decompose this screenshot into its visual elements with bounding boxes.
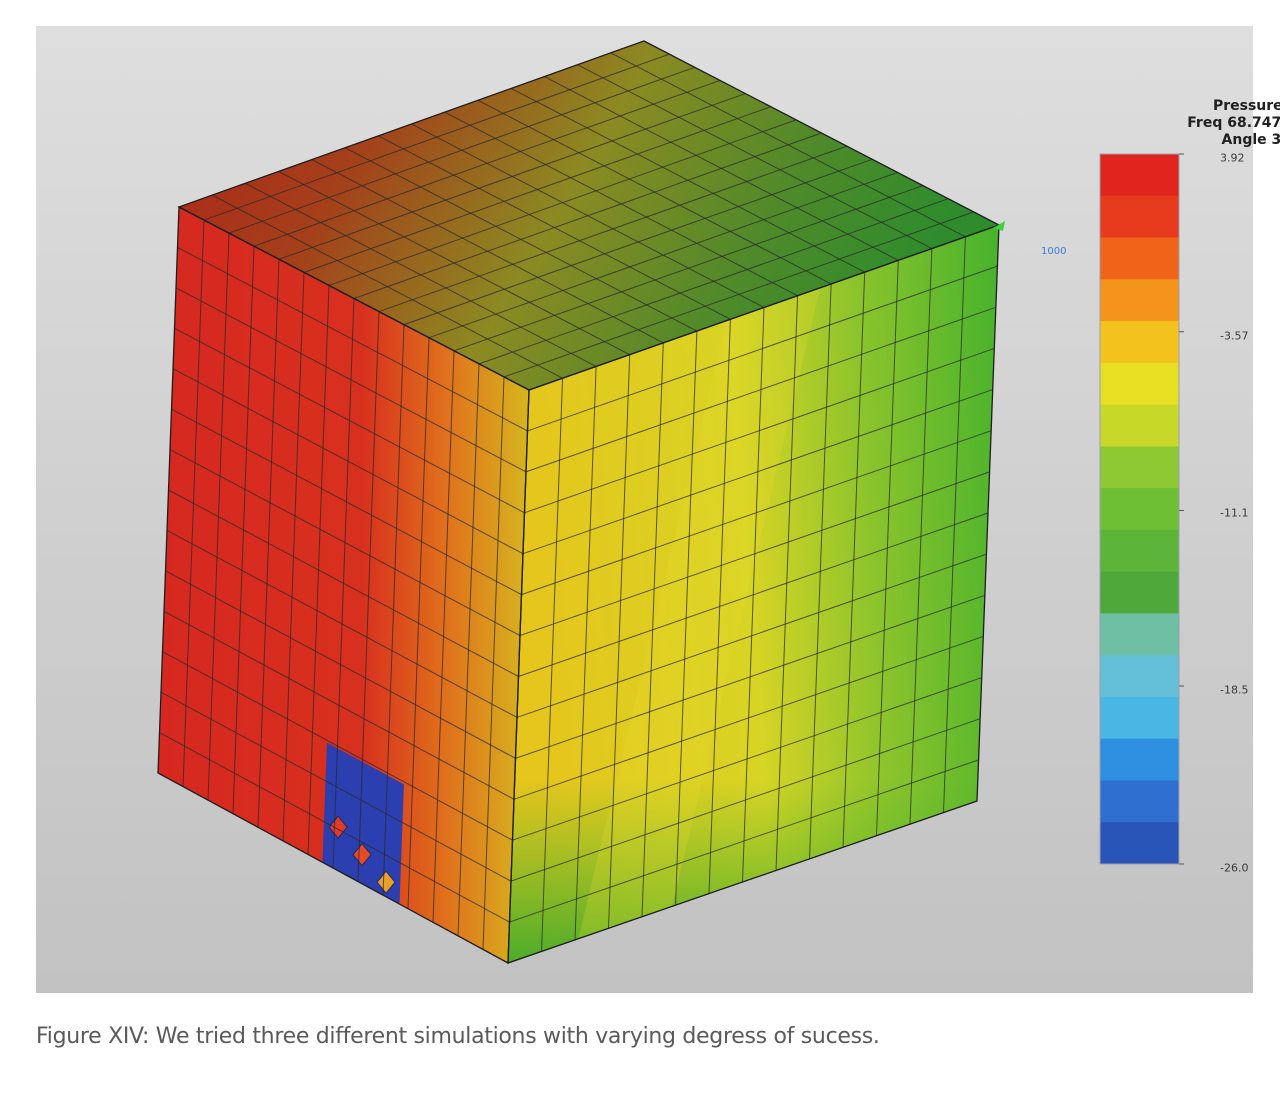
node-label: 1000 <box>1041 246 1067 257</box>
legend-color-band <box>1100 738 1179 781</box>
legend-title: Pressures Freq 68.7477 Angle 33 <box>1156 98 1280 149</box>
legend-title-line-3: Angle 33 <box>1221 132 1280 148</box>
legend-title-line-1: Pressures <box>1212 98 1280 114</box>
legend-tick-4: -18.5 <box>1220 683 1249 697</box>
legend-color-band <box>1100 488 1179 531</box>
legend-tick-5: -26.0 <box>1220 861 1249 875</box>
legend-color-band <box>1100 321 1179 364</box>
legend-color-band <box>1100 154 1179 197</box>
legend-title-line-2: Freq 68.7477 <box>1187 115 1280 131</box>
low-pressure-patch <box>322 742 404 905</box>
legend-color-band <box>1100 655 1179 698</box>
figure-caption: Figure XIV: We tried three different sim… <box>36 1024 880 1049</box>
legend-tick-3: -11.1 <box>1220 506 1249 520</box>
legend-color-band <box>1100 279 1179 322</box>
legend-color-band <box>1100 696 1179 740</box>
simulation-figure: Pressures Freq 68.7477 Angle 33 3.92 -3.… <box>36 26 1280 993</box>
legend-color-band <box>1100 780 1179 823</box>
legend-color-band <box>1100 529 1179 573</box>
legend-tick-2: -3.57 <box>1220 329 1249 343</box>
color-legend-bar <box>1099 153 1184 865</box>
legend-color-band <box>1100 571 1179 614</box>
pressure-cube-render <box>36 26 1253 993</box>
legend-color-band <box>1100 822 1179 865</box>
legend-color-band <box>1100 362 1179 406</box>
node-marker-icon <box>993 221 1005 231</box>
legend-color-band <box>1100 404 1179 447</box>
legend-color-band <box>1100 446 1179 489</box>
legend-color-band <box>1100 613 1179 656</box>
legend-color-band <box>1100 195 1179 239</box>
legend-tick-1: 3.92 <box>1220 151 1245 165</box>
legend-color-band <box>1100 237 1179 280</box>
